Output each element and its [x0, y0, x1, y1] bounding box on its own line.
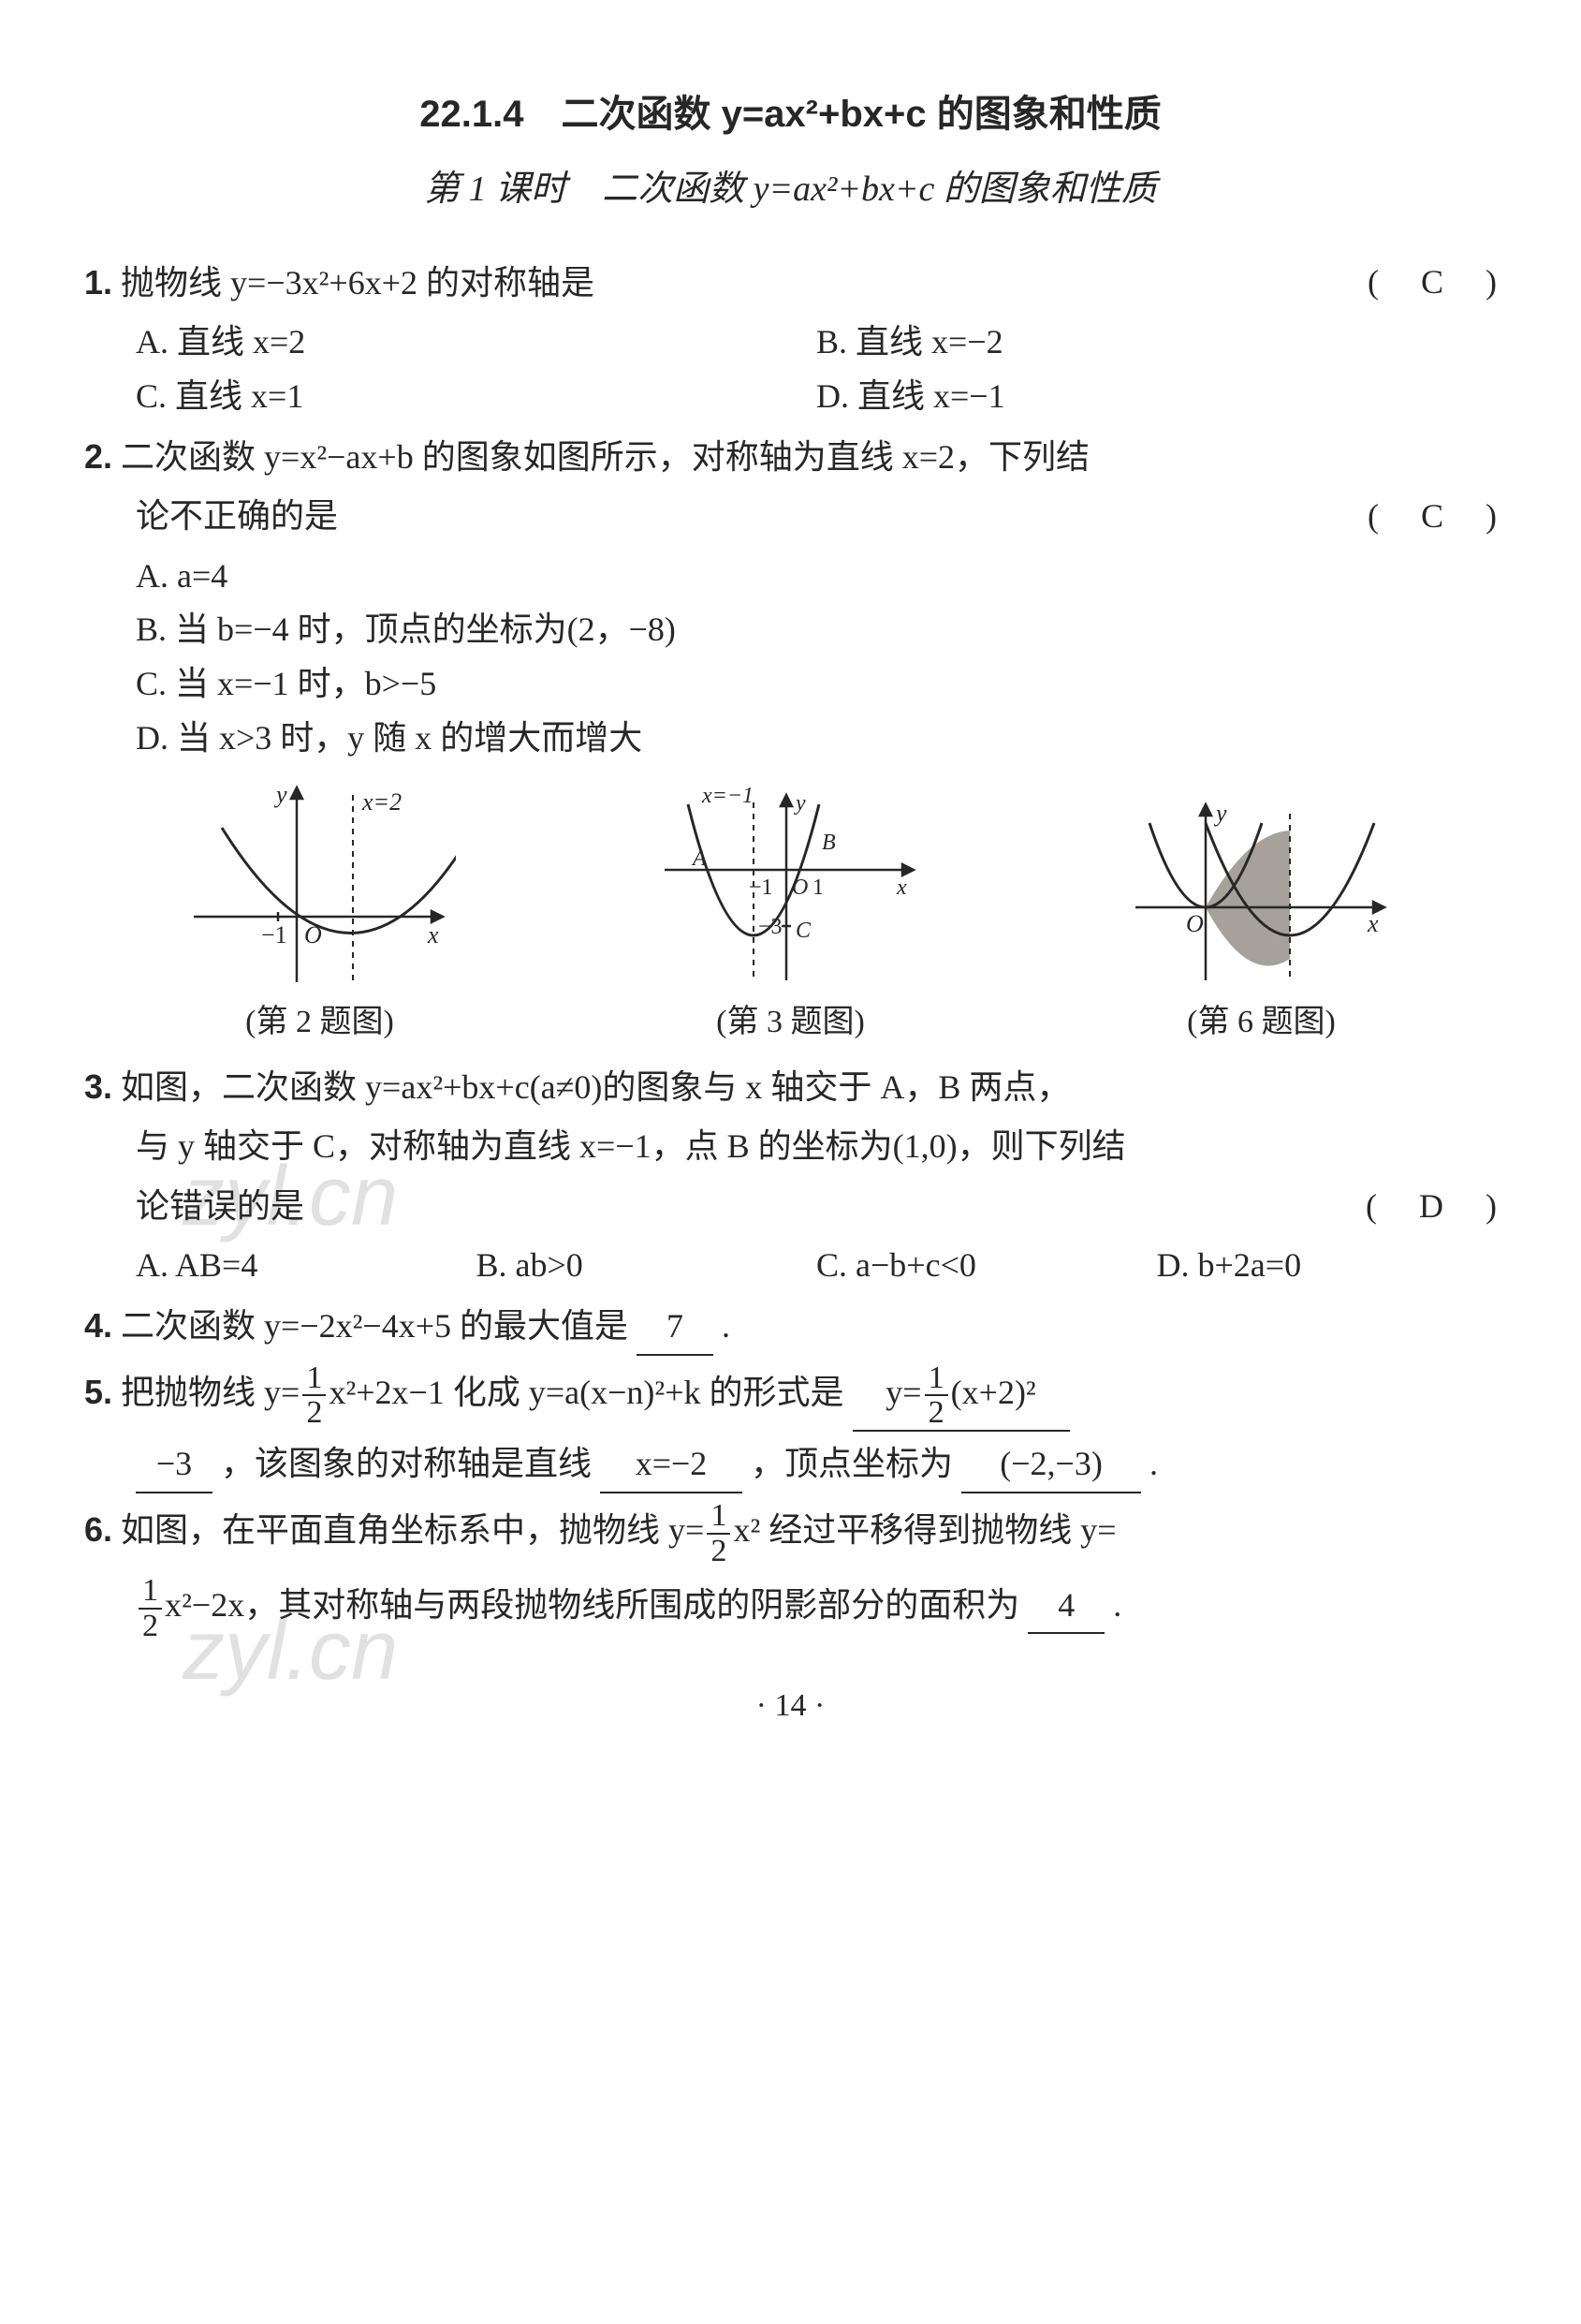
q6-number: 6.	[84, 1510, 112, 1549]
q2-option-b: B. 当 b=−4 时，顶点的坐标为(2，−8)	[136, 603, 1497, 657]
figure-3-caption: (第 3 题图)	[716, 997, 865, 1048]
figure-6-cell: O x y (第 6 题图)	[1126, 776, 1398, 1048]
q4-number: 4.	[84, 1306, 112, 1345]
q2-text-line2-row: 论不正确的是 ( C )	[136, 490, 1497, 544]
q6-blank: 4	[1028, 1579, 1105, 1635]
q5-text-e: .	[1149, 1445, 1158, 1482]
svg-text:−3: −3	[758, 915, 783, 939]
svg-text:C: C	[796, 919, 812, 943]
figure-2-caption: (第 2 题图)	[245, 997, 394, 1048]
q1-text: 抛物线 y=−3x²+6x+2 的对称轴是	[121, 264, 594, 302]
q3-option-b: B. ab>0	[476, 1239, 817, 1293]
figure-2-cell: −1 O x y x=2 (第 2 题图)	[184, 776, 456, 1048]
q6-text-d: .	[1113, 1586, 1121, 1624]
q2-text-line2: 论不正确的是	[136, 497, 338, 535]
q2-option-a: A. a=4	[136, 550, 1497, 604]
svg-text:x=−1: x=−1	[701, 784, 754, 808]
svg-text:O: O	[1186, 910, 1204, 937]
q5-number: 5.	[84, 1373, 112, 1411]
q1-options-row1: A. 直线 x=2 B. 直线 x=−2	[136, 316, 1497, 370]
q5-blank3: x=−2	[600, 1437, 742, 1493]
svg-text:x=2: x=2	[361, 788, 402, 816]
figure-6-caption: (第 6 题图)	[1187, 997, 1336, 1048]
figure-6-svg: O x y	[1126, 776, 1398, 992]
svg-text:A: A	[691, 846, 707, 871]
q4-text-b: .	[722, 1307, 730, 1345]
q3-text-line1: 如图，二次函数 y=ax²+bx+c(a≠0)的图象与 x 轴交于 A，B 两点…	[121, 1068, 1070, 1106]
q3-text-line3-row: 论错误的是 ( D )	[136, 1180, 1497, 1234]
q4-text-a: 二次函数 y=−2x²−4x+5 的最大值是	[121, 1307, 628, 1345]
q1-number: 1.	[84, 263, 112, 302]
q6-line2: 12x²−2x，其对称轴与两段抛物线所围成的阴影部分的面积为 4 .	[136, 1574, 1497, 1643]
q6-frac1: 12	[707, 1499, 730, 1568]
q3-option-a: A. AB=4	[136, 1239, 476, 1293]
q2-answer: ( C )	[1368, 490, 1497, 544]
figure-3-cell: A B C −1 1 −3 O x y x=−1 (第 3 题图)	[655, 776, 927, 1048]
svg-text:x: x	[1367, 910, 1379, 937]
q1-option-d: D. 直线 x=−1	[816, 370, 1497, 424]
q1-options-row2: C. 直线 x=1 D. 直线 x=−1	[136, 370, 1497, 424]
q2-option-d: D. 当 x>3 时，y 随 x 的增大而增大	[136, 712, 1497, 766]
svg-text:−1: −1	[261, 921, 287, 949]
q5-text-a: 把抛物线 y=	[121, 1374, 300, 1411]
q6-text-c: x²−2x，其对称轴与两段抛物线所围成的阴影部分的面积为	[165, 1586, 1019, 1624]
q5-text-b: x²+2x−1 化成 y=a(x−n)²+k 的形式是	[329, 1374, 843, 1411]
q5-text-c: ，该图象的对称轴是直线	[221, 1445, 592, 1482]
q1-option-c: C. 直线 x=1	[136, 370, 816, 424]
q1-option-b: B. 直线 x=−2	[816, 316, 1497, 370]
figure-3-svg: A B C −1 1 −3 O x y x=−1	[655, 776, 927, 992]
svg-text:y: y	[273, 781, 287, 808]
q2-text-line1: 二次函数 y=x²−ax+b 的图象如图所示，对称轴为直线 x=2，下列结	[121, 438, 1090, 476]
svg-text:O: O	[792, 875, 808, 900]
question-1: 1. 抛物线 y=−3x²+6x+2 的对称轴是 ( C )	[84, 256, 1497, 311]
q6-text-a: 如图，在平面直角坐标系中，抛物线 y=	[121, 1511, 704, 1549]
q6-frac2: 12	[139, 1574, 162, 1643]
q5-blank1: y=12(x+2)²	[853, 1361, 1070, 1433]
q6-text-b: x² 经过平移得到抛物线 y=	[733, 1511, 1116, 1549]
q2-option-c: C. 当 x=−1 时，b>−5	[136, 657, 1497, 712]
svg-text:y: y	[1213, 800, 1227, 827]
q1-option-a: A. 直线 x=2	[136, 316, 816, 370]
q3-option-c: C. a−b+c<0	[816, 1239, 1157, 1293]
q4-blank: 7	[637, 1300, 713, 1356]
svg-text:x: x	[427, 921, 439, 949]
section-title: 22.1.4 二次函数 y=ax²+bx+c 的图象和性质	[84, 84, 1497, 144]
page: 22.1.4 二次函数 y=ax²+bx+c 的图象和性质 第 1 课时 二次函…	[0, 0, 1581, 1787]
question-2: 2. 二次函数 y=x²−ax+b 的图象如图所示，对称轴为直线 x=2，下列结	[84, 430, 1497, 485]
question-5: 5. 把抛物线 y=12x²+2x−1 化成 y=a(x−n)²+k 的形式是 …	[84, 1361, 1497, 1433]
svg-text:x: x	[896, 875, 907, 900]
q5-blank2: −3	[136, 1437, 212, 1493]
figure-row: −1 O x y x=2 (第 2 题图) A B C	[84, 776, 1497, 1048]
q3-answer: ( D )	[1366, 1180, 1497, 1234]
q3-options: A. AB=4 B. ab>0 C. a−b+c<0 D. b+2a=0	[136, 1239, 1497, 1293]
q5-text-d: ，顶点坐标为	[751, 1445, 953, 1482]
figure-2-svg: −1 O x y x=2	[184, 776, 456, 992]
q3-text-line2: 与 y 轴交于 C，对称轴为直线 x=−1，点 B 的坐标为(1,0)，则下列结	[136, 1120, 1497, 1174]
svg-text:O: O	[304, 921, 322, 949]
q5-blank4: (−2,−3)	[961, 1437, 1141, 1493]
svg-text:y: y	[794, 791, 806, 816]
question-4: 4. 二次函数 y=−2x²−4x+5 的最大值是 7 .	[84, 1299, 1497, 1356]
svg-text:B: B	[822, 831, 836, 855]
svg-text:−1: −1	[749, 875, 773, 900]
svg-text:1: 1	[812, 875, 824, 900]
question-6: 6. 如图，在平面直角坐标系中，抛物线 y=12x² 经过平移得到抛物线 y=	[84, 1499, 1497, 1568]
q3-number: 3.	[84, 1067, 112, 1106]
q5-frac1: 12	[302, 1361, 326, 1431]
q2-number: 2.	[84, 437, 112, 476]
q1-answer: ( C )	[1368, 256, 1497, 310]
q5-line2: −3 ，该图象的对称轴是直线 x=−2 ，顶点坐标为 (−2,−3) .	[136, 1437, 1497, 1493]
page-number: · 14 ·	[84, 1681, 1497, 1731]
lesson-subtitle: 第 1 课时 二次函数 y=ax²+bx+c 的图象和性质	[84, 161, 1497, 218]
q3-text-line3: 论错误的是	[136, 1187, 304, 1225]
q3-option-d: D. b+2a=0	[1157, 1239, 1498, 1293]
question-3: 3. 如图，二次函数 y=ax²+bx+c(a≠0)的图象与 x 轴交于 A，B…	[84, 1060, 1497, 1115]
